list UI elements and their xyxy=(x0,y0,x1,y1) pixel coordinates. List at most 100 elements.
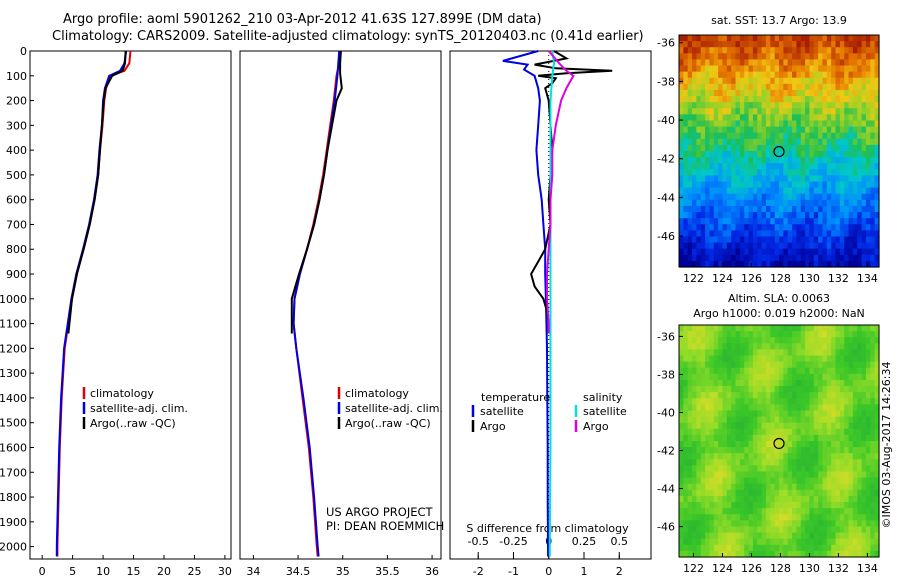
map-cell xyxy=(826,495,832,503)
map-cell xyxy=(735,114,741,122)
map-cell xyxy=(722,169,728,177)
map-cell xyxy=(870,138,876,146)
map-cell xyxy=(687,361,693,369)
map-cell xyxy=(822,157,828,164)
map-cell xyxy=(809,544,815,552)
map-cell xyxy=(792,218,797,225)
map-cell xyxy=(839,35,845,42)
map-cell xyxy=(805,83,811,91)
map-cell xyxy=(874,71,880,79)
map-cell xyxy=(865,169,871,177)
map-cell xyxy=(731,41,737,48)
map-cell xyxy=(787,404,793,412)
map-cell xyxy=(696,157,702,164)
map-cell xyxy=(844,349,850,357)
map-cell xyxy=(744,532,750,540)
map-cell xyxy=(805,355,811,363)
legend-label: Argo(..raw -QC) xyxy=(90,417,176,430)
map-cell xyxy=(826,459,832,467)
map-cell xyxy=(713,138,719,146)
map-cell xyxy=(726,398,732,405)
map-cell xyxy=(779,218,784,225)
map-cell xyxy=(835,59,841,67)
map-cell xyxy=(765,349,771,357)
map-cell xyxy=(861,114,867,122)
map-cell xyxy=(852,163,858,170)
map-cell xyxy=(748,538,754,546)
map-cell xyxy=(822,138,828,146)
map-cell xyxy=(822,77,828,85)
map-cell xyxy=(857,447,863,454)
map-cell xyxy=(857,489,863,497)
map-cell xyxy=(861,96,867,103)
map-cell xyxy=(857,325,863,332)
map-cell xyxy=(852,495,858,503)
map-cell xyxy=(761,248,767,256)
map-cell xyxy=(822,550,828,558)
map-cell xyxy=(787,514,793,521)
map-cell xyxy=(774,453,780,460)
map-cell xyxy=(852,325,858,332)
map-cell xyxy=(848,65,854,73)
map-cell xyxy=(731,260,737,268)
map-cell xyxy=(722,514,728,521)
map-cell xyxy=(796,120,802,128)
map-cell xyxy=(748,108,754,115)
map-cell xyxy=(861,89,867,97)
map-cell xyxy=(844,465,850,473)
map-cell xyxy=(822,254,828,262)
map-cell xyxy=(835,218,841,225)
map-cell xyxy=(705,236,711,244)
map-cell xyxy=(848,230,854,238)
map-cell xyxy=(774,392,780,399)
map-cell xyxy=(752,379,758,387)
map-cell xyxy=(757,254,763,262)
map-cell xyxy=(861,59,867,67)
map-cell xyxy=(696,331,702,338)
map-cell xyxy=(822,59,828,67)
map-cell xyxy=(874,138,880,146)
map-cell xyxy=(765,532,771,540)
map-cell xyxy=(700,65,706,73)
map-cell xyxy=(679,47,684,54)
map-cell xyxy=(757,224,763,231)
map-cell xyxy=(874,59,880,67)
map-cell xyxy=(757,41,763,48)
map-cell xyxy=(809,157,815,164)
map-cell xyxy=(792,355,797,363)
map-cell xyxy=(770,132,776,140)
map-cell xyxy=(765,392,771,399)
map-cell xyxy=(844,144,850,152)
map-cell xyxy=(731,236,737,244)
map-cell xyxy=(831,367,837,375)
map-cell xyxy=(748,373,754,381)
map-cell xyxy=(687,151,693,158)
map-y-tick-label: -42 xyxy=(657,445,675,458)
map-cell xyxy=(870,205,876,213)
map-cell xyxy=(844,151,850,158)
map-cell xyxy=(818,89,824,97)
map-cell xyxy=(705,169,711,177)
map-cell xyxy=(800,77,806,85)
map-cell xyxy=(718,83,724,91)
figure-title-line2: Climatology: CARS2009. Satellite-adjuste… xyxy=(52,29,644,44)
map-cell xyxy=(774,218,780,225)
map-cell xyxy=(718,361,724,369)
map-cell xyxy=(687,538,693,546)
map-cell xyxy=(696,212,702,219)
map-cell xyxy=(852,379,858,387)
map-cell xyxy=(874,532,880,540)
map-cell xyxy=(787,361,793,369)
map-cell xyxy=(835,514,841,521)
map-cell xyxy=(861,242,867,250)
map-cell xyxy=(735,77,741,85)
map-cell xyxy=(722,434,728,442)
map-cell xyxy=(692,325,697,332)
map-cell xyxy=(770,379,776,387)
map-cell xyxy=(770,373,776,381)
map-cell xyxy=(809,224,815,231)
legend-title-temperature: temperature xyxy=(481,391,550,404)
map-cell xyxy=(761,47,767,54)
map-cell xyxy=(783,59,789,67)
map-cell xyxy=(800,422,806,430)
